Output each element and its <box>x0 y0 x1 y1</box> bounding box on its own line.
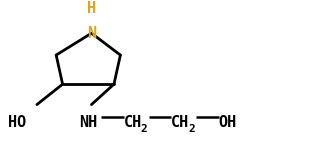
Text: CH: CH <box>171 115 189 130</box>
Text: HO: HO <box>8 115 26 130</box>
Text: H: H <box>87 1 96 16</box>
Text: N: N <box>87 26 96 41</box>
Text: CH: CH <box>124 115 142 130</box>
Text: NH: NH <box>80 115 98 130</box>
Text: OH: OH <box>219 115 237 130</box>
Text: 2: 2 <box>188 124 195 134</box>
Text: 2: 2 <box>141 124 147 134</box>
